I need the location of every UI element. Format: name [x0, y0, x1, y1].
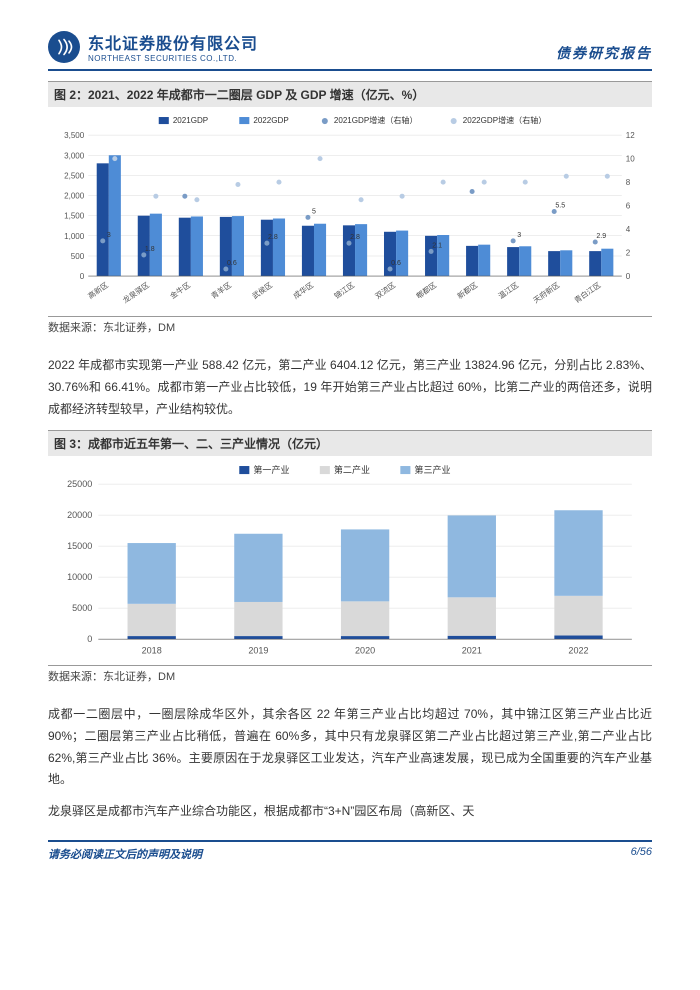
svg-text:5000: 5000 [72, 603, 92, 613]
svg-text:0: 0 [87, 634, 92, 644]
svg-text:高新区: 高新区 [86, 279, 111, 300]
svg-text:10000: 10000 [67, 572, 92, 582]
footer-note: 请务必阅读正文后的声明及说明 [48, 846, 202, 862]
brand-block: 东北证券股份有限公司 NORTHEAST SECURITIES CO.,LTD. [48, 30, 258, 63]
svg-text:温江区: 温江区 [497, 280, 521, 301]
svg-text:0: 0 [80, 272, 85, 281]
svg-text:6: 6 [626, 202, 631, 211]
chart2-svg: 0 500 1,000 1,500 2,000 2,500 3,000 3,500 0 2 4 6 8 1… [48, 113, 652, 314]
svg-text:2,500: 2,500 [64, 171, 85, 180]
svg-text:5: 5 [312, 208, 316, 215]
svg-text:2020: 2020 [355, 645, 375, 655]
svg-text:2022GDP增速（右轴）: 2022GDP增速（右轴） [463, 115, 547, 125]
svg-text:1,000: 1,000 [64, 232, 85, 241]
svg-text:25000: 25000 [67, 479, 92, 489]
svg-text:双流区: 双流区 [373, 279, 398, 300]
svg-text:第二产业: 第二产业 [334, 464, 370, 475]
svg-text:郫都区: 郫都区 [414, 279, 439, 300]
svg-text:锦江区: 锦江区 [332, 279, 357, 300]
svg-text:3,500: 3,500 [64, 131, 85, 140]
svg-text:2: 2 [626, 249, 631, 258]
svg-text:4: 4 [626, 225, 631, 234]
svg-text:12: 12 [626, 131, 635, 140]
svg-text:2.8: 2.8 [350, 234, 360, 241]
report-type-label: 债券研究报告 [556, 43, 652, 63]
chart3-title: 图 3：成都市近五年第一、二、三产业情况（亿元） [48, 430, 652, 456]
svg-text:1,500: 1,500 [64, 212, 85, 221]
svg-text:2.9: 2.9 [596, 233, 606, 240]
chart3-source: 数据来源：东北证券，DM [48, 666, 652, 694]
svg-text:第一产业: 第一产业 [253, 464, 289, 475]
page-number: 6/56 [631, 846, 652, 862]
brand-name-en: NORTHEAST SECURITIES CO.,LTD. [88, 54, 258, 63]
svg-text:15000: 15000 [67, 541, 92, 551]
svg-text:20000: 20000 [67, 510, 92, 520]
svg-text:3: 3 [107, 232, 111, 239]
svg-text:2021GDP: 2021GDP [173, 116, 208, 125]
svg-text:10: 10 [626, 155, 635, 164]
chart3-container: 0 5000 10000 15000 20000 25000 2018 2019 2020 202… [48, 456, 652, 666]
svg-text:龙泉驿区: 龙泉驿区 [121, 279, 152, 305]
svg-text:2.1: 2.1 [432, 242, 442, 249]
svg-text:武侯区: 武侯区 [250, 279, 275, 300]
svg-text:0.6: 0.6 [227, 260, 237, 267]
svg-text:青羊区: 青羊区 [209, 279, 234, 300]
svg-text:5.5: 5.5 [555, 202, 565, 209]
svg-text:0.6: 0.6 [391, 260, 401, 267]
svg-text:天府新区: 天府新区 [531, 279, 562, 305]
paragraph-3: 龙泉驿区是成都市汽车产业综合功能区，根据成都市“3+N”园区布局（高新区、天 [48, 801, 652, 823]
svg-text:2022GDP: 2022GDP [253, 116, 288, 125]
svg-text:3: 3 [517, 232, 521, 239]
svg-text:2021: 2021 [462, 645, 482, 655]
svg-text:0: 0 [626, 272, 631, 281]
svg-text:2,000: 2,000 [64, 192, 85, 201]
svg-text:新都区: 新都区 [455, 279, 480, 300]
svg-text:青白江区: 青白江区 [572, 279, 603, 305]
chart2-source: 数据来源：东北证券，DM [48, 317, 652, 345]
page-footer: 请务必阅读正文后的声明及说明 6/56 [48, 840, 652, 862]
svg-text:3,000: 3,000 [64, 151, 85, 160]
paragraph-2: 成都一二圈层中，一圈层除成华区外，其余各区 22 年第三产业占比均超过 70%，… [48, 704, 652, 790]
svg-text:金牛区: 金牛区 [168, 279, 193, 300]
svg-text:2018: 2018 [142, 645, 162, 655]
svg-text:成华区: 成华区 [291, 279, 316, 300]
svg-text:500: 500 [71, 252, 85, 261]
chart2-container: 0 500 1,000 1,500 2,000 2,500 3,000 3,500 0 2 4 6 8 1… [48, 107, 652, 317]
svg-text:1.8: 1.8 [145, 246, 155, 253]
paragraph-1: 2022 年成都市实现第一产业 588.42 亿元，第二产业 6404.12 亿… [48, 355, 652, 420]
brand-name-cn: 东北证券股份有限公司 [88, 30, 258, 54]
svg-text:2019: 2019 [248, 645, 268, 655]
chart2-title: 图 2：2021、2022 年成都市一二圈层 GDP 及 GDP 增速（亿元、%… [48, 81, 652, 107]
svg-text:2021GDP增速（右轴）: 2021GDP增速（右轴） [334, 115, 418, 125]
svg-text:2022: 2022 [568, 645, 588, 655]
chart3-svg: 0 5000 10000 15000 20000 25000 2018 2019 2020 202… [48, 462, 652, 663]
svg-text:第三产业: 第三产业 [414, 464, 450, 475]
svg-text:8: 8 [626, 178, 631, 187]
company-logo-icon [48, 31, 80, 63]
page-header: 东北证券股份有限公司 NORTHEAST SECURITIES CO.,LTD.… [48, 30, 652, 71]
svg-text:2.8: 2.8 [268, 234, 278, 241]
